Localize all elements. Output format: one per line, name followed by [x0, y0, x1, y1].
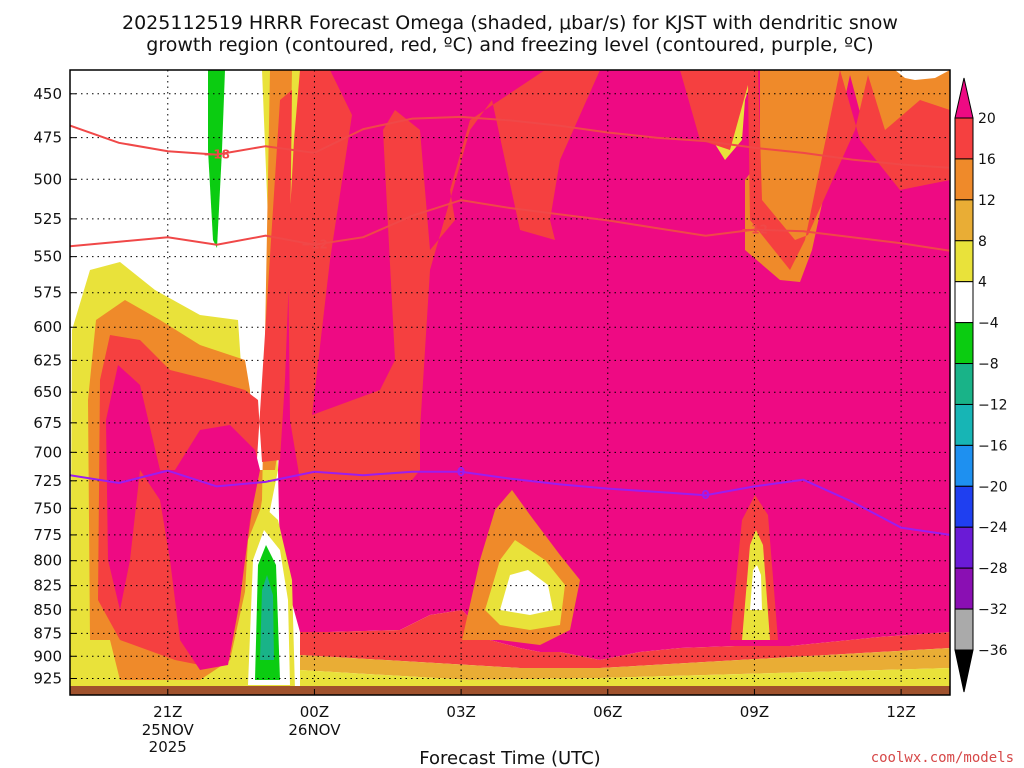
- dgz-minus12-contour-label: −12: [301, 238, 328, 252]
- x-tick-label: 06Z: [593, 703, 622, 721]
- y-tick-label: 700: [33, 443, 62, 461]
- y-tick-label: 625: [33, 351, 62, 369]
- y-tick-label: 525: [33, 210, 62, 228]
- colorbar-label: 12: [978, 193, 996, 209]
- colorbar-swatch: [954, 281, 974, 324]
- omega-region-orange-lower: [300, 648, 950, 680]
- y-tick-label: 450: [33, 85, 62, 103]
- colorbar-swatch: [954, 240, 974, 283]
- dgz-minus12-contour: [70, 199, 950, 252]
- y-tick-label: 500: [33, 170, 62, 188]
- omega-shading: [70, 70, 950, 695]
- colorbar-label: −24: [978, 520, 1008, 536]
- colorbar: 20 16 12 8 4 −4 −8 −12 −16 −20 −24 −28 −32 −36: [954, 77, 1008, 693]
- colorbar-swatch: [954, 322, 974, 365]
- dgz-minus18-contour: [70, 115, 950, 169]
- omega-region-red-right: [650, 70, 950, 270]
- freezing-level-contour-label: 0: [457, 465, 465, 479]
- x-tick-date: 25NOV: [142, 721, 195, 739]
- x-tick-label: 09Z: [740, 703, 769, 721]
- colorbar-label: −36: [978, 643, 1008, 659]
- x-tick-year: 2025: [149, 738, 187, 756]
- colorbar-bottom-triangle: [954, 649, 974, 693]
- colorbar-swatch: [954, 567, 974, 610]
- omega-region-teal-lower: [260, 575, 274, 660]
- colorbar-label: 20: [978, 111, 996, 127]
- y-tick-label: 875: [33, 624, 62, 642]
- ground-strip: [70, 686, 950, 695]
- omega-region-bubble-03z-white: [500, 570, 553, 615]
- y-tick-label: 725: [33, 472, 62, 490]
- omega-region-yellow-lower: [300, 668, 950, 688]
- freezing-level-contour: [70, 469, 950, 536]
- omega-region-white-top-right: [895, 70, 950, 80]
- omega-region-red-lower: [300, 610, 950, 668]
- gridlines: [70, 70, 950, 695]
- colorbar-label: 4: [978, 275, 987, 291]
- colorbar-swatch: [954, 199, 974, 242]
- x-tick-label: 03Z: [446, 703, 475, 721]
- omega-region-pink-left: [106, 365, 260, 670]
- y-tick-label: 850: [33, 601, 62, 619]
- plot-border: [69, 69, 951, 696]
- y-tick-label: 900: [33, 647, 62, 665]
- y-tick-label: 575: [33, 284, 62, 302]
- colorbar-swatch: [954, 363, 974, 405]
- y-tick-label: 550: [33, 248, 62, 266]
- colorbar-label: −16: [978, 438, 1008, 454]
- dgz-minus18-contour-label: −18: [203, 148, 230, 162]
- y-tick-label: 800: [33, 552, 62, 570]
- y-tick-label: 825: [33, 577, 62, 595]
- colorbar-label: −28: [978, 561, 1008, 577]
- omega-region-green-upper: [208, 70, 225, 248]
- colorbar-swatch: [954, 608, 974, 651]
- y-tick-label: 925: [33, 670, 62, 688]
- x-tick-label: 12Z: [886, 703, 915, 721]
- colorbar-swatch: [954, 117, 974, 160]
- omega-region-pink-dimple: [556, 320, 570, 385]
- colorbar-swatch: [954, 526, 974, 569]
- colorbar-label: −32: [978, 602, 1008, 618]
- y-tick-label: 600: [33, 318, 62, 336]
- contours: −18 −12 −12 0 0: [70, 115, 950, 536]
- omega-region-bubble-09z-white: [750, 565, 762, 610]
- omega-region-red-upper: [288, 70, 600, 480]
- y-tick-label: 475: [33, 129, 62, 147]
- chart-title-line1: 2025112519 HRRR Forecast Omega (shaded, …: [122, 12, 898, 34]
- colorbar-top-triangle: [954, 77, 974, 119]
- x-axis-label: Forecast Time (UTC): [419, 748, 600, 768]
- colorbar-label: 16: [978, 152, 996, 168]
- y-tick-label: 675: [33, 414, 62, 432]
- y-tick-label: 775: [33, 526, 62, 544]
- x-tick-date: 26NOV: [288, 721, 341, 739]
- x-tick-label: 00Z: [300, 703, 329, 721]
- y-tick-label: 750: [33, 499, 62, 517]
- colorbar-swatch: [954, 158, 974, 201]
- colorbar-swatch: [954, 403, 974, 446]
- colorbar-label: 8: [978, 234, 987, 250]
- freezing-level-contour-label: 0: [701, 488, 709, 502]
- colorbar-swatch: [954, 444, 974, 487]
- chart-title-line2: growth region (contoured, red, ºC) and f…: [146, 34, 873, 56]
- colorbar-label: −20: [978, 479, 1008, 495]
- y-axis: 450 475 500 525 550 575 600 625 650 675 700 725 750 7…: [33, 85, 76, 688]
- x-tick-label: 21Z: [153, 703, 182, 721]
- colorbar-label: −4: [978, 316, 999, 332]
- y-tick-label: 650: [33, 383, 62, 401]
- colorbar-label: −8: [978, 357, 999, 373]
- credit-text: coolwx.com/models: [871, 750, 1014, 766]
- dgz-minus12-contour-label: −12: [741, 223, 768, 237]
- colorbar-label: −12: [978, 397, 1008, 413]
- colorbar-swatch: [954, 485, 974, 528]
